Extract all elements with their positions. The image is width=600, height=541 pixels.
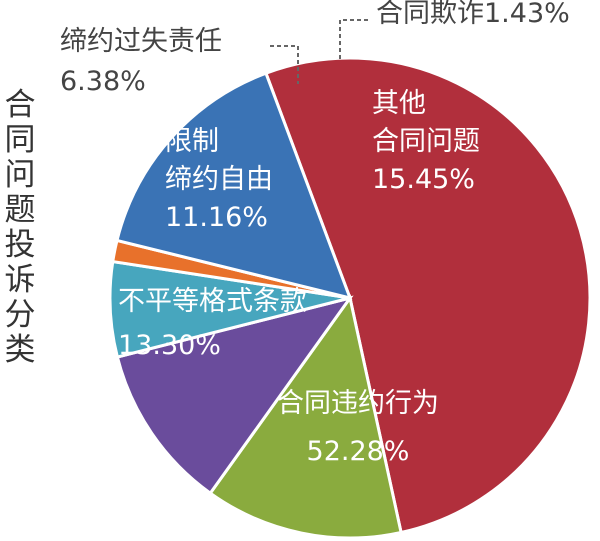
slice-label: 缔约过失责任 6.38%: [60, 26, 222, 97]
slice-label-name: 限制: [165, 126, 219, 157]
chart-title-char: 问: [4, 157, 36, 193]
pie-slice: [264, 56, 592, 535]
slice-label: 合同欺诈1.43%: [376, 0, 570, 29]
chart-title-char: 题: [4, 192, 36, 228]
slice-label-percent: 6.38%: [60, 66, 146, 97]
slice-label-percent: 15.45%: [372, 164, 475, 195]
slice-label: 不平等格式条款 13.30%: [118, 286, 307, 361]
slice-label-name: 其他: [372, 88, 426, 119]
slice-label-name: 不平等格式条款: [118, 286, 307, 317]
leader-line: [270, 45, 299, 84]
slice-label-percent: 13.30%: [118, 330, 221, 361]
pie-slice: [115, 71, 353, 301]
slice-label-name: 合同问题: [372, 126, 480, 157]
chart-title-char: 类: [4, 332, 36, 368]
slice-label-name: 缔约自由: [165, 164, 273, 195]
chart-title-char: 分: [4, 297, 36, 333]
pie-slice: [115, 295, 354, 496]
slice-label-percent: 52.28%: [307, 436, 410, 467]
slice-label-text: 合同欺诈1.43%: [376, 0, 570, 29]
slice-label-name: 缔约过失责任: [60, 26, 222, 57]
chart-title-char: 同: [4, 122, 36, 158]
chart-title-char: 投: [4, 227, 36, 263]
chart-title-char: 合: [4, 87, 36, 123]
slice-label-percent: 11.16%: [165, 202, 268, 233]
slice-label-name: 合同违约行为: [277, 388, 439, 419]
leader-line: [339, 19, 368, 62]
slice-label: 合同违约行为 52.28%: [277, 388, 439, 467]
pie-slice: [208, 294, 403, 540]
chart-title: 合同问题投诉分类: [2, 88, 38, 368]
chart-title-char: 诉: [4, 262, 36, 298]
